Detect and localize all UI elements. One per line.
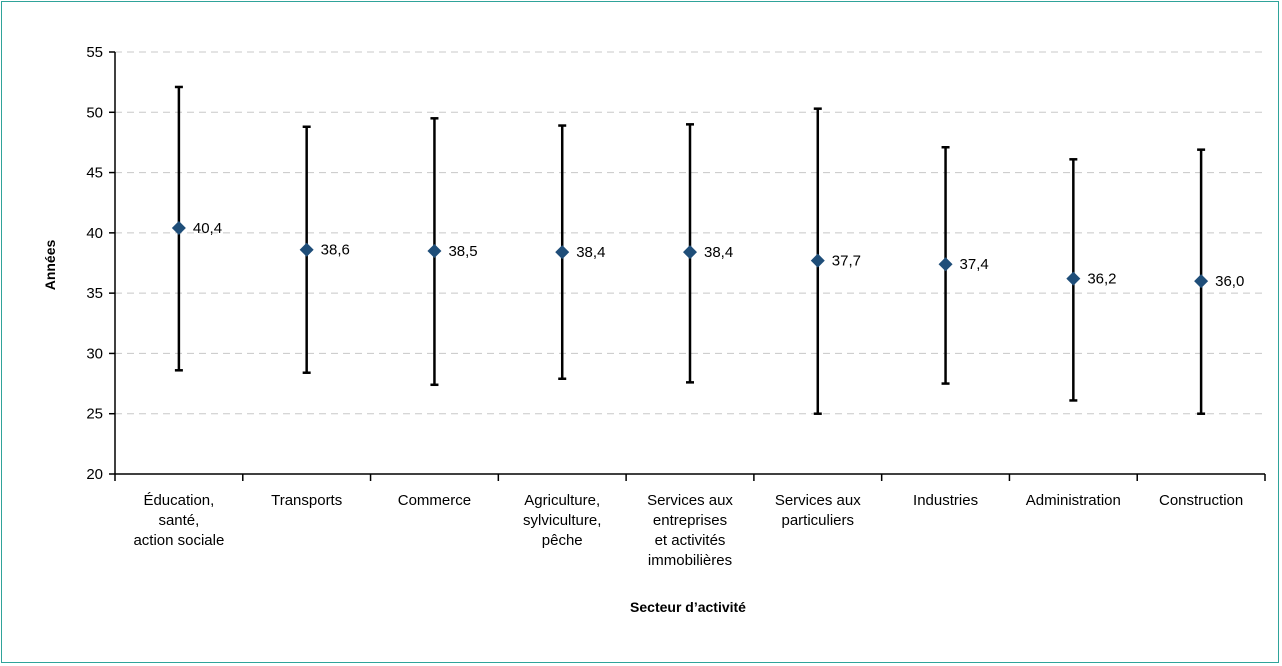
x-category-label: Services aux particuliers bbox=[775, 492, 861, 529]
y-axis-title: Années bbox=[42, 240, 58, 291]
data-point-marker bbox=[810, 253, 825, 268]
x-category-label: Transports bbox=[271, 492, 342, 509]
data-label: 37,4 bbox=[960, 256, 989, 273]
x-category-label: Éducation, santé, action sociale bbox=[133, 492, 224, 549]
data-label: 36,2 bbox=[1087, 271, 1116, 288]
series: 40,4 38,6 38,5 38,4 38,4 37,7 37,4 36,2 36,0 bbox=[171, 85, 1244, 415]
data-label: 38,4 bbox=[576, 244, 605, 261]
y-tick-label: 45 bbox=[86, 165, 103, 182]
y-tick-label: 50 bbox=[86, 104, 103, 121]
y-tick-label: 30 bbox=[86, 345, 103, 362]
x-category-label: Construction bbox=[1159, 492, 1243, 509]
data-point-marker bbox=[938, 257, 953, 272]
x-category-label: Services aux entreprises et activités immob… bbox=[647, 492, 733, 569]
y-tick-label: 35 bbox=[86, 285, 103, 302]
data-label: 37,7 bbox=[832, 253, 861, 270]
y-tick-label: 25 bbox=[86, 406, 103, 423]
data-label: 38,6 bbox=[321, 242, 350, 259]
y-tick-label: 40 bbox=[86, 225, 103, 242]
y-tick-label: 20 bbox=[86, 466, 103, 483]
data-point-marker bbox=[683, 245, 697, 260]
x-category-label: Agriculture, sylviculture, pêche bbox=[523, 492, 601, 549]
axes: 20 25 30 35 40 45 50 55 Éducation, santé, action s… bbox=[86, 44, 1266, 569]
x-category-label: Industries bbox=[913, 492, 978, 509]
data-point-marker bbox=[427, 243, 442, 258]
data-label: 36,0 bbox=[1215, 273, 1244, 290]
data-point-marker bbox=[1066, 271, 1081, 286]
data-label: 40,4 bbox=[193, 220, 222, 237]
data-label: 38,5 bbox=[448, 243, 477, 260]
data-point-marker bbox=[555, 245, 570, 260]
y-tick-label: 55 bbox=[86, 44, 103, 61]
data-point-marker bbox=[171, 221, 186, 236]
data-point-marker bbox=[299, 242, 314, 257]
x-category-label: Commerce bbox=[398, 492, 471, 509]
data-label: 38,4 bbox=[704, 244, 733, 261]
data-point-marker bbox=[1194, 274, 1209, 289]
x-axis-title: Secteur d’activité bbox=[630, 599, 746, 615]
x-category-label: Administration bbox=[1026, 492, 1121, 509]
